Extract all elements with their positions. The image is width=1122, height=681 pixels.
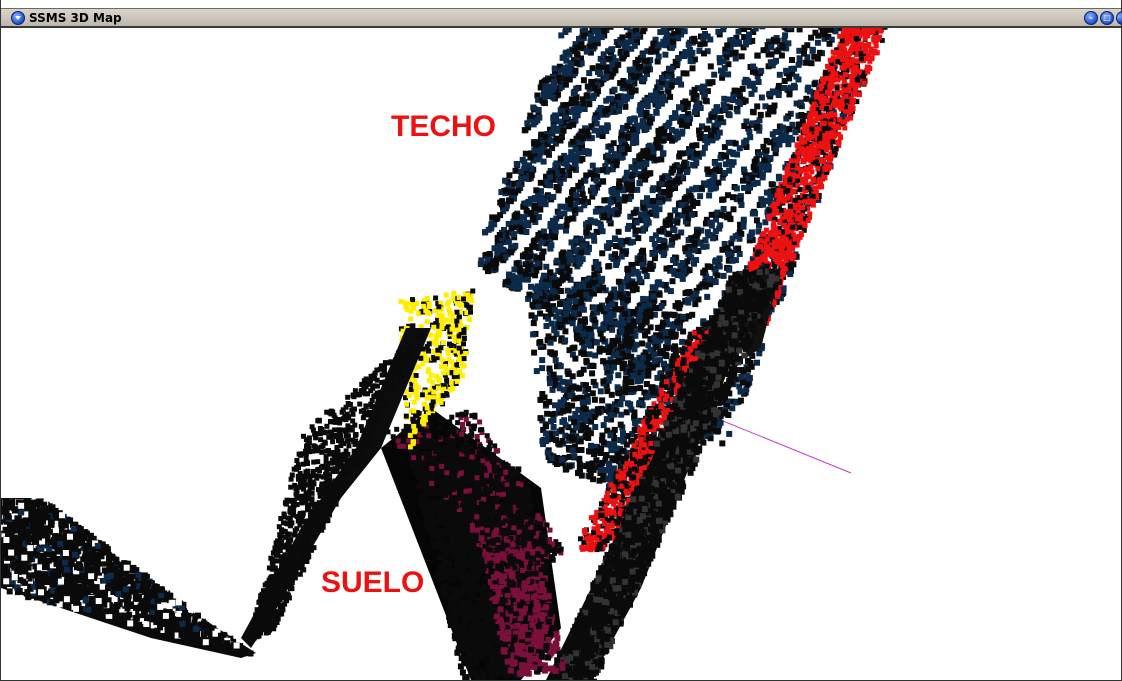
label-ceiling: TECHO bbox=[391, 110, 496, 143]
point-cloud bbox=[1, 28, 891, 680]
title-bar[interactable]: SSMS 3D Map – □ bbox=[1, 8, 1122, 28]
close-button[interactable] bbox=[1116, 11, 1122, 25]
maximize-icon: □ bbox=[1103, 13, 1111, 22]
3d-map-viewport[interactable]: TECHO SUELO bbox=[1, 28, 1121, 680]
point-cloud-scene[interactable] bbox=[1, 28, 1121, 680]
minimize-button[interactable]: – bbox=[1084, 11, 1098, 25]
label-floor: SUELO bbox=[321, 566, 425, 599]
maximize-button[interactable]: □ bbox=[1100, 11, 1114, 25]
window-title: SSMS 3D Map bbox=[29, 11, 122, 25]
minimize-icon: – bbox=[1089, 13, 1093, 22]
window-menu-icon[interactable] bbox=[11, 11, 25, 25]
